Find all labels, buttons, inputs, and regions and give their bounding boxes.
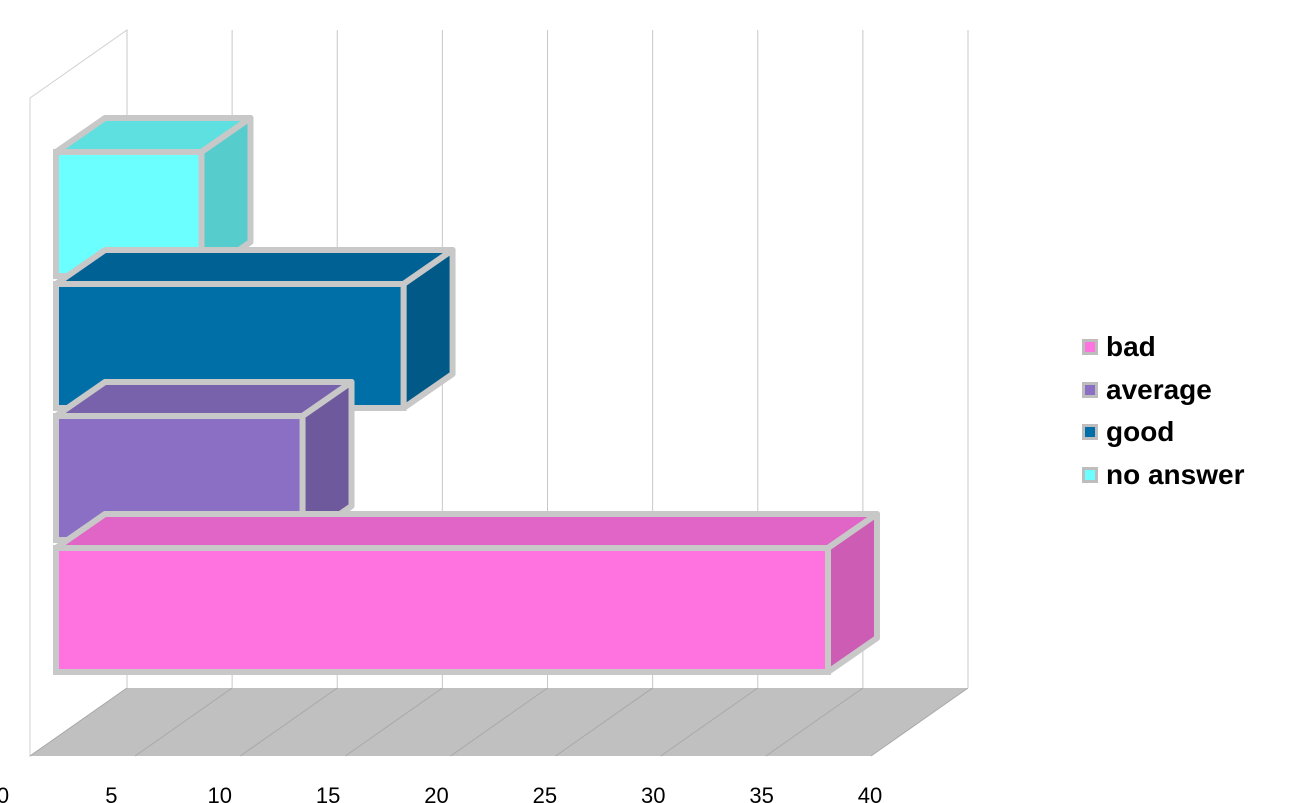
floor-gridline <box>555 687 653 757</box>
legend-swatch <box>1082 339 1098 356</box>
x-tick-label: 0 <box>0 783 9 803</box>
floor-gridline <box>29 687 128 757</box>
floor-gridline <box>660 687 759 757</box>
bars <box>53 115 880 675</box>
x-axis-ticks: 0 5 10 15 20 25 30 35 40 <box>0 783 882 803</box>
legend-item: bad <box>1082 326 1244 369</box>
legend-label: average <box>1106 373 1212 405</box>
floor-gridline <box>870 687 969 757</box>
x-tick-label: 40 <box>858 783 882 803</box>
x-tick-label: 25 <box>533 783 557 803</box>
floor-gridline <box>450 687 548 757</box>
x-tick-label: 35 <box>749 783 773 803</box>
bar-top <box>53 511 880 551</box>
floor-gridline <box>345 687 443 757</box>
floor-gridline <box>134 687 233 757</box>
legend-item: average <box>1082 369 1244 412</box>
x-tick-label: 5 <box>105 783 117 803</box>
bar-front <box>53 545 831 675</box>
floor-gridline <box>765 687 864 757</box>
floor-gridline <box>239 687 338 757</box>
legend-label: bad <box>1106 331 1156 363</box>
legend-swatch <box>1082 424 1098 441</box>
x-tick-label: 15 <box>316 783 340 803</box>
bar-top <box>53 247 456 287</box>
legend-swatch <box>1082 381 1098 398</box>
legend-label: good <box>1106 416 1175 448</box>
legend-item: no answer <box>1082 454 1244 497</box>
legend-label: no answer <box>1106 458 1245 490</box>
x-tick-label: 20 <box>424 783 448 803</box>
x-tick-label: 10 <box>208 783 232 803</box>
x-tick-label: 30 <box>641 783 665 803</box>
legend-item: good <box>1082 411 1244 454</box>
bar-bad <box>53 511 880 675</box>
legend-swatch <box>1082 466 1098 483</box>
legend: bad average good no answer <box>1082 326 1244 496</box>
